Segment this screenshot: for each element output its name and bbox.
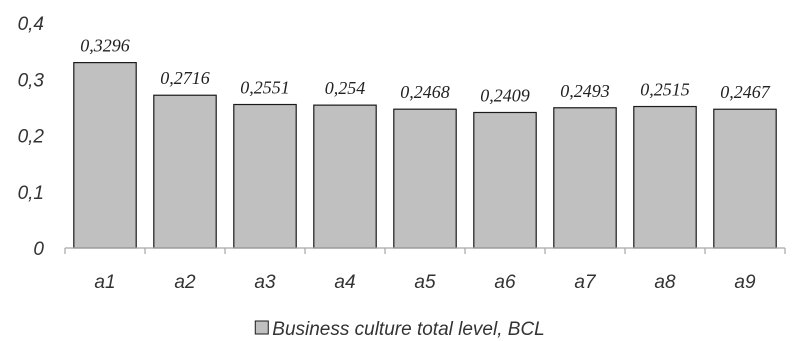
bar-a7 bbox=[553, 107, 617, 249]
y-tick-label: 0,2 bbox=[18, 127, 45, 148]
data-label-a1: 0,3296 bbox=[80, 36, 130, 56]
bars-group bbox=[73, 61, 777, 249]
bar-a1 bbox=[73, 61, 137, 249]
y-tick-label: 0,4 bbox=[18, 14, 44, 35]
x-tick-label-a6: a6 bbox=[494, 272, 516, 293]
y-tick-label: 0 bbox=[33, 239, 44, 260]
x-tick-label-a8: a8 bbox=[654, 272, 676, 293]
x-tick-label-a7: a7 bbox=[574, 272, 597, 293]
y-tick-label: 0,1 bbox=[18, 183, 44, 204]
data-label-a2: 0,2716 bbox=[160, 68, 210, 88]
x-tick-label-a5: a5 bbox=[414, 272, 436, 293]
data-label-a9: 0,2467 bbox=[720, 82, 771, 102]
y-tick-label: 0,3 bbox=[18, 70, 45, 91]
bar-a2 bbox=[153, 94, 217, 249]
data-label-a3: 0,2551 bbox=[240, 78, 290, 98]
bar-a9 bbox=[713, 108, 777, 249]
x-tick-label-a4: a4 bbox=[334, 272, 355, 293]
data-label-a5: 0,2468 bbox=[400, 82, 450, 102]
legend: Business culture total level, BCL bbox=[254, 319, 545, 340]
legend-label: Business culture total level, BCL bbox=[272, 319, 544, 340]
legend-swatch bbox=[254, 320, 269, 335]
bar-a5 bbox=[393, 108, 457, 249]
x-tick-label-a3: a3 bbox=[254, 272, 276, 293]
x-tick-label-a1: a1 bbox=[94, 272, 115, 293]
bar-a3 bbox=[233, 103, 297, 249]
y-axis-tick-labels: 0 0,1 0,2 0,3 0,4 bbox=[18, 14, 45, 260]
bar-a8 bbox=[633, 105, 697, 249]
data-labels-group: 0,3296 0,2716 0,2551 0,254 0,2468 0,2409 0,249… bbox=[80, 36, 771, 106]
x-tick-label-a2: a2 bbox=[174, 272, 196, 293]
x-axis-tick-labels: a1 a2 a3 a4 a5 a6 a7 a8 a9 bbox=[94, 272, 756, 293]
x-tick-label-a9: a9 bbox=[734, 272, 756, 293]
bar-a4 bbox=[313, 104, 377, 249]
data-label-a8: 0,2515 bbox=[640, 80, 690, 100]
data-label-a7: 0,2493 bbox=[560, 81, 610, 101]
x-axis-ticks bbox=[64, 248, 786, 254]
data-label-a4: 0,254 bbox=[325, 78, 366, 98]
bar-a6 bbox=[473, 111, 537, 249]
data-label-a6: 0,2409 bbox=[480, 85, 530, 105]
